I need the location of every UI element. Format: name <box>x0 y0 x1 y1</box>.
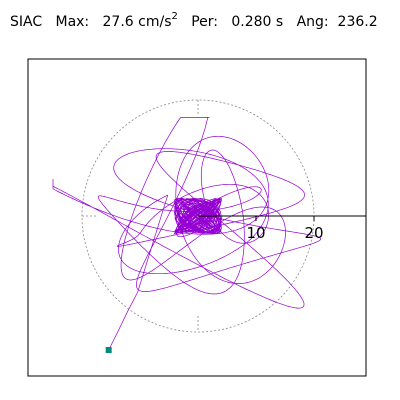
chart-title: SIAC Max: 27.6 cm/s2 Per: 0.280 s Ang: 2… <box>10 11 378 36</box>
marker-group <box>105 346 112 353</box>
start-marker <box>105 346 112 353</box>
angle-value: 236.2 <box>337 14 378 30</box>
orbit-core <box>173 197 223 235</box>
angle-label: Ang: <box>296 14 329 30</box>
max-value: 27.6 cm/s <box>102 14 172 30</box>
x-axis-tick-label-10: 10 <box>246 224 265 242</box>
orbit-trace-group <box>52 117 322 351</box>
x-axis-tick-label-20: 20 <box>304 224 323 242</box>
axis-group: 10 20 <box>198 215 366 242</box>
station-code: SIAC <box>10 14 43 30</box>
plot-frame <box>27 58 367 377</box>
max-exponent: 2 <box>171 11 178 22</box>
max-label: Max: <box>55 14 90 30</box>
period-value: 0.280 s <box>231 14 284 30</box>
orbit-trace-line <box>52 117 322 351</box>
period-label: Per: <box>191 14 219 30</box>
